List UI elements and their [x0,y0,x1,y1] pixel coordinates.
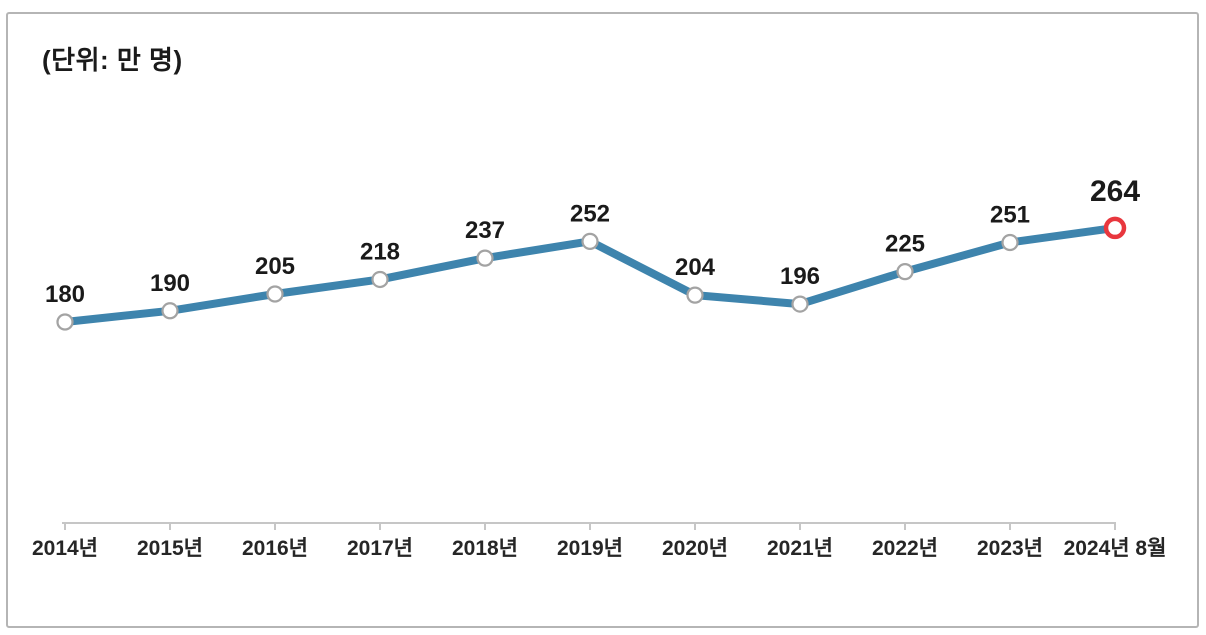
data-point-marker [161,302,179,320]
data-point-label: 225 [885,231,925,258]
data-point-marker [56,313,74,331]
highlight-marker [1103,216,1127,240]
data-point-label: 180 [45,281,85,308]
x-axis-label: 2017년 [347,537,413,560]
unit-label: (단위: 만 명) [42,45,183,75]
data-point-marker [1001,233,1019,252]
data-point-label: 218 [360,238,400,265]
data-point-marker [266,285,284,303]
x-axis-label: 2018년 [452,537,518,560]
data-point-label: 251 [990,201,1030,228]
x-axis-label: 2019년 [557,537,623,560]
data-point-marker [371,270,389,289]
x-axis-label: 2016년 [242,537,308,560]
data-point-marker [686,286,704,304]
x-axis-label: 2024년 8월 [1064,537,1167,560]
data-point-marker [791,295,809,313]
x-axis-label: 2021년 [767,537,833,560]
data-point-label: 196 [780,263,820,290]
data-point-marker [896,262,914,281]
data-point-label: 252 [570,200,610,227]
x-axis-label: 2015년 [137,537,203,560]
x-axis-label: 2014년 [32,537,98,560]
data-point-label: 204 [675,254,716,281]
x-axis-label: 2023년 [977,537,1043,560]
data-point-label: 205 [255,253,295,280]
data-point-marker [476,249,494,267]
chart-frame [6,12,1199,628]
x-axis-label: 2022년 [872,537,938,560]
data-point-label: 237 [465,217,505,244]
data-point-label: 190 [150,270,190,297]
data-point-label-highlight: 264 [1090,175,1140,208]
x-axis-label: 2020년 [662,537,728,560]
data-point-marker [581,232,599,250]
